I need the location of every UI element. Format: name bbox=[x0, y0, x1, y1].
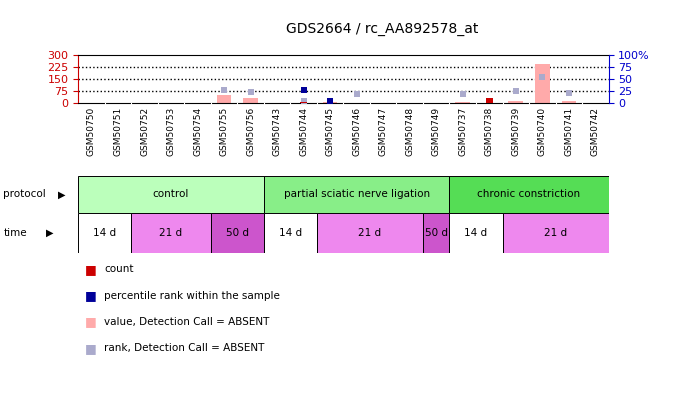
Bar bbox=[243, 98, 258, 103]
Text: count: count bbox=[104, 264, 133, 274]
Bar bbox=[423, 213, 449, 253]
Text: protocol: protocol bbox=[3, 190, 46, 199]
Text: GSM50754: GSM50754 bbox=[193, 107, 202, 156]
Text: GSM50753: GSM50753 bbox=[167, 107, 175, 156]
Text: GSM50748: GSM50748 bbox=[405, 107, 414, 156]
Text: rank, Detection Call = ABSENT: rank, Detection Call = ABSENT bbox=[104, 343, 265, 353]
Text: ■: ■ bbox=[85, 315, 97, 328]
Text: 50 d: 50 d bbox=[425, 228, 447, 238]
Bar bbox=[449, 213, 503, 253]
Text: GSM50751: GSM50751 bbox=[114, 107, 122, 156]
Bar bbox=[509, 101, 523, 103]
Bar bbox=[323, 102, 337, 103]
Text: 21 d: 21 d bbox=[159, 228, 183, 238]
Bar bbox=[264, 213, 317, 253]
Text: GSM50741: GSM50741 bbox=[564, 107, 573, 156]
Text: 21 d: 21 d bbox=[358, 228, 381, 238]
Text: value, Detection Call = ABSENT: value, Detection Call = ABSENT bbox=[104, 317, 269, 327]
Text: 14 d: 14 d bbox=[464, 228, 488, 238]
Text: GSM50740: GSM50740 bbox=[538, 107, 547, 156]
Bar bbox=[317, 213, 423, 253]
Text: GSM50747: GSM50747 bbox=[379, 107, 388, 156]
Text: percentile rank within the sample: percentile rank within the sample bbox=[104, 291, 280, 301]
Text: time: time bbox=[3, 228, 27, 238]
Text: GSM50755: GSM50755 bbox=[220, 107, 228, 156]
Text: partial sciatic nerve ligation: partial sciatic nerve ligation bbox=[284, 190, 430, 199]
Text: ■: ■ bbox=[85, 342, 97, 355]
Text: GSM50742: GSM50742 bbox=[591, 107, 600, 156]
Text: GSM50739: GSM50739 bbox=[511, 107, 520, 156]
Bar bbox=[449, 176, 609, 213]
Text: ■: ■ bbox=[85, 289, 97, 302]
Bar bbox=[78, 213, 131, 253]
Bar bbox=[131, 213, 211, 253]
Bar bbox=[264, 176, 449, 213]
Text: GSM50750: GSM50750 bbox=[87, 107, 96, 156]
Text: control: control bbox=[153, 190, 189, 199]
Text: GSM50738: GSM50738 bbox=[485, 107, 494, 156]
Text: GSM50743: GSM50743 bbox=[273, 107, 282, 156]
Text: 14 d: 14 d bbox=[279, 228, 302, 238]
Text: GSM50749: GSM50749 bbox=[432, 107, 441, 156]
Bar bbox=[301, 102, 307, 103]
Text: GSM50745: GSM50745 bbox=[326, 107, 335, 156]
Text: chronic constriction: chronic constriction bbox=[477, 190, 581, 199]
Bar bbox=[535, 64, 549, 103]
Bar bbox=[217, 95, 231, 103]
Text: ■: ■ bbox=[85, 263, 97, 276]
Text: 14 d: 14 d bbox=[93, 228, 116, 238]
Bar bbox=[78, 176, 264, 213]
Text: GSM50744: GSM50744 bbox=[299, 107, 308, 156]
Bar bbox=[486, 98, 492, 103]
Bar bbox=[456, 102, 470, 103]
Text: ▶: ▶ bbox=[46, 228, 54, 238]
Bar bbox=[562, 101, 576, 103]
Text: GDS2664 / rc_AA892578_at: GDS2664 / rc_AA892578_at bbox=[286, 22, 478, 36]
Text: ▶: ▶ bbox=[58, 190, 65, 199]
Text: 50 d: 50 d bbox=[226, 228, 249, 238]
Text: GSM50756: GSM50756 bbox=[246, 107, 255, 156]
Text: GSM50737: GSM50737 bbox=[458, 107, 467, 156]
Text: 21 d: 21 d bbox=[544, 228, 567, 238]
Text: GSM50746: GSM50746 bbox=[352, 107, 361, 156]
Bar bbox=[503, 213, 609, 253]
Bar bbox=[211, 213, 264, 253]
Text: GSM50752: GSM50752 bbox=[140, 107, 149, 156]
